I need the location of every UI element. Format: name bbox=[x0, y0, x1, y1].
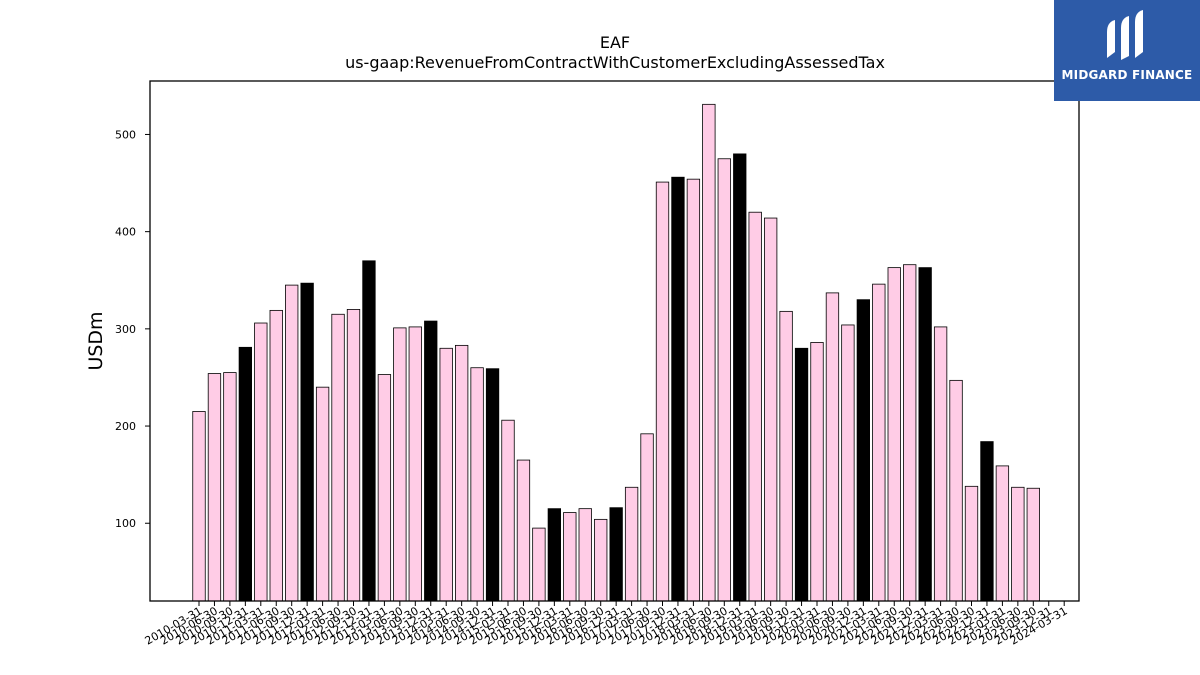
bar-2021-12-31 bbox=[918, 267, 932, 602]
bar-2013-12-31 bbox=[424, 320, 438, 602]
bar-2022-03-31 bbox=[933, 326, 948, 602]
bar-2018-09-30 bbox=[717, 158, 731, 602]
bar-2019-09-30 bbox=[779, 310, 793, 602]
bar-2016-12-31 bbox=[609, 507, 623, 602]
bar-2020-12-31 bbox=[856, 299, 870, 602]
bar-2011-03-31 bbox=[254, 322, 268, 602]
bar-2012-12-31 bbox=[362, 260, 376, 602]
bar-2017-03-31 bbox=[624, 486, 639, 602]
bar-2021-06-30 bbox=[887, 267, 901, 602]
bars-layer bbox=[192, 103, 1040, 602]
bar-2011-09-30 bbox=[285, 284, 299, 602]
bar-2010-09-30 bbox=[223, 372, 237, 602]
bar-2012-09-30 bbox=[346, 309, 361, 602]
bar-2019-06-30 bbox=[764, 217, 778, 602]
bar-2013-03-31 bbox=[377, 374, 392, 602]
bar-2021-09-30 bbox=[903, 264, 917, 602]
x-axis-ticks: 2010-03-312010-06-302010-09-302010-12-31… bbox=[143, 601, 1070, 648]
logo-mark-icon bbox=[1107, 10, 1143, 60]
bar-2015-06-30 bbox=[516, 459, 531, 602]
y-tick-label: 500 bbox=[115, 128, 136, 141]
bar-2017-12-31 bbox=[671, 176, 685, 602]
bar-2014-03-31 bbox=[439, 347, 453, 602]
bar-2015-09-30 bbox=[532, 527, 546, 602]
bar-2023-03-31 bbox=[995, 465, 1010, 602]
bar-2014-12-31 bbox=[485, 368, 500, 602]
y-tick-label: 100 bbox=[115, 517, 136, 530]
bar-2013-09-30 bbox=[408, 326, 422, 602]
bar-2018-06-30 bbox=[702, 103, 716, 602]
bar-2018-03-31 bbox=[686, 178, 701, 602]
brand-logo: MIDGARD FINANCE bbox=[1054, 0, 1200, 101]
bar-2011-06-30 bbox=[269, 309, 283, 602]
bar-2010-03-31 bbox=[192, 411, 206, 602]
bar-2011-12-31 bbox=[300, 282, 314, 602]
y-axis-ticks: 100 200 300 400 500 bbox=[115, 128, 150, 530]
plot-frame bbox=[149, 80, 1080, 602]
logo-text: MIDGARD FINANCE bbox=[1061, 68, 1193, 82]
y-tick-label: 400 bbox=[115, 226, 136, 239]
bar-2016-03-31 bbox=[563, 512, 577, 602]
bar-2010-06-30 bbox=[207, 373, 222, 602]
chart-subtitle: us-gaap:RevenueFromContractWithCustomerE… bbox=[345, 53, 885, 72]
bar-2017-06-30 bbox=[640, 433, 654, 602]
bar-2010-12-31 bbox=[238, 346, 253, 602]
bar-2014-09-30 bbox=[470, 367, 484, 602]
bar-2020-09-30 bbox=[841, 324, 855, 602]
y-tick-label: 200 bbox=[115, 420, 136, 433]
bar-2023-09-30 bbox=[1026, 487, 1040, 602]
bar-2017-09-30 bbox=[655, 181, 670, 602]
bar-2012-03-31 bbox=[315, 386, 330, 602]
bar-2021-03-31 bbox=[872, 283, 886, 602]
bar-2023-06-30 bbox=[1011, 486, 1025, 602]
bar-2022-06-30 bbox=[949, 379, 963, 602]
y-axis-label: USDm bbox=[85, 311, 107, 370]
bar-2013-06-30 bbox=[393, 327, 407, 602]
bar-2012-06-30 bbox=[331, 313, 345, 602]
bar-2019-03-31 bbox=[748, 211, 762, 602]
bar-2016-09-30 bbox=[594, 518, 608, 602]
bar-2014-06-30 bbox=[454, 344, 469, 602]
bar-2020-03-31 bbox=[810, 342, 824, 602]
chart-title: EAF bbox=[600, 33, 630, 52]
bar-2019-12-31 bbox=[794, 347, 809, 602]
y-tick-label: 300 bbox=[115, 323, 136, 336]
bar-2022-12-31 bbox=[980, 441, 994, 602]
bar-2022-09-30 bbox=[964, 485, 979, 602]
bar-2015-03-31 bbox=[501, 419, 515, 602]
bar-2018-12-31 bbox=[733, 153, 747, 602]
bar-2016-06-30 bbox=[578, 508, 592, 602]
bar-2015-12-31 bbox=[547, 508, 561, 602]
bar-2020-06-30 bbox=[825, 292, 840, 602]
